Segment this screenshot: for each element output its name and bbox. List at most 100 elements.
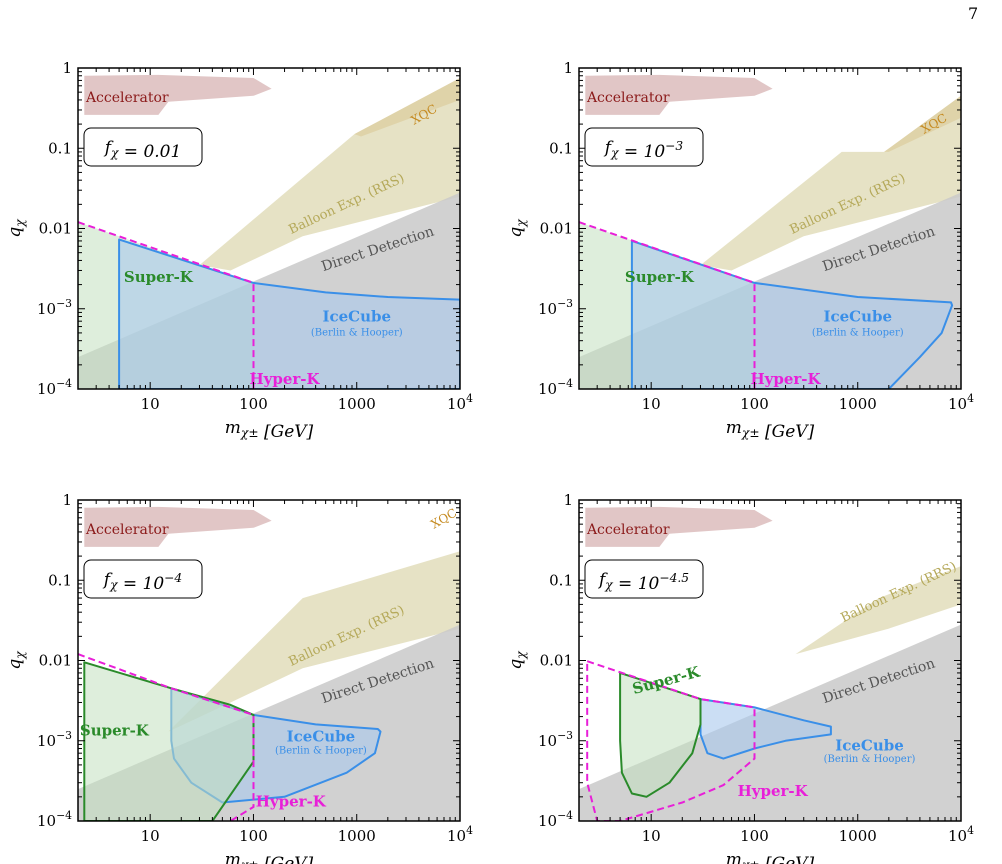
- x-tick-label: 100: [740, 395, 769, 413]
- x-tick-label: 10: [141, 827, 160, 845]
- y-tick-label: 0.01: [540, 220, 573, 238]
- x-axis-label: mχ± [GeV]: [225, 850, 314, 864]
- y-tick-label: 10−3: [538, 297, 573, 318]
- y-tick-label: 10−4: [538, 809, 573, 830]
- x-tick-label: 10: [642, 395, 661, 413]
- region-accelerator: [84, 506, 272, 547]
- x-tick-label: 100: [740, 827, 769, 845]
- fraction-label: fχ = 10−3: [603, 138, 684, 162]
- region-label: Hyper-K: [750, 370, 821, 388]
- x-tick-label: 10: [141, 395, 160, 413]
- region-balloon-exp-rrs: [199, 78, 460, 271]
- region-icecube: [699, 698, 832, 760]
- y-tick-label: 1: [62, 491, 72, 509]
- x-tick-label: 104: [948, 392, 974, 413]
- region-icecube: [630, 239, 954, 389]
- region-balloon-exp-rrs: [700, 95, 961, 271]
- fraction-label: fχ = 0.01: [103, 138, 182, 162]
- region-accelerator: [585, 506, 773, 547]
- region-label: Hyper-K: [738, 782, 809, 800]
- x-tick-label: 100: [239, 395, 268, 413]
- y-tick-label: 10−4: [37, 809, 72, 830]
- fraction-label-frame: [83, 127, 203, 167]
- y-tick-label: 10−3: [37, 297, 72, 318]
- x-tick-label: 1000: [839, 827, 877, 845]
- y-tick-label: 1: [62, 59, 72, 77]
- region-balloon-exp-rrs: [795, 566, 961, 655]
- region-label: (Berlin & Hooper): [311, 327, 403, 338]
- x-tick-label: 1000: [338, 395, 376, 413]
- y-tick-label: 0.01: [39, 220, 72, 238]
- region-super-k: [83, 661, 255, 821]
- y-tick-label: 0.1: [48, 571, 72, 589]
- region-icecube: [118, 238, 460, 389]
- y-axis-label: qχ: [5, 218, 27, 238]
- y-tick-label: 0.01: [39, 652, 72, 670]
- y-tick-label: 0.01: [540, 652, 573, 670]
- region-label: Hyper-K: [249, 370, 320, 388]
- y-tick-label: 10−3: [37, 729, 72, 750]
- region-label: Accelerator: [586, 522, 670, 538]
- fraction-label-box: fχ = 0.01: [83, 127, 203, 167]
- y-tick-label: 0.1: [48, 139, 72, 157]
- region-label: IceCube: [287, 727, 356, 745]
- region-accelerator: [585, 74, 773, 115]
- fraction-label-frame: [584, 559, 704, 599]
- region-balloon-exp-rrs: [168, 551, 460, 732]
- x-tick-label: 1000: [338, 827, 376, 845]
- fraction-label-frame: [83, 559, 203, 599]
- region-label: Super-K: [625, 268, 695, 286]
- chart-panel-fchi-1e-4.5: Accelerator Balloon Exp. (RRS) Direct Dete…: [501, 432, 1002, 864]
- region-hyper-k-boundary: [579, 221, 756, 389]
- fraction-label-box: fχ = 10−4.5: [584, 559, 704, 599]
- y-tick-label: 0.1: [549, 139, 573, 157]
- region-label: Super-K: [124, 268, 194, 286]
- y-axis-label: qχ: [506, 218, 528, 238]
- page-number: 7: [968, 4, 979, 23]
- x-axis-label: mχ± [GeV]: [726, 418, 815, 442]
- fraction-label-box: fχ = 10−4: [83, 559, 203, 599]
- region-label: Hyper-K: [256, 793, 327, 811]
- chart-panel-fchi-1e-4: Accelerator XQC Balloon Exp. (RRS) Direct D…: [0, 432, 501, 864]
- region-label: (Berlin & Hooper): [275, 745, 367, 756]
- region-hyper-k-boundary: [78, 653, 255, 821]
- region-accelerator: [84, 74, 272, 115]
- x-tick-label: 104: [447, 392, 473, 413]
- region-label: (Berlin & Hooper): [812, 327, 904, 338]
- region-label: Accelerator: [586, 90, 670, 106]
- fraction-label: fχ = 10−4: [102, 570, 182, 594]
- region-hyper-k-boundary: [586, 660, 756, 821]
- x-axis-label: mχ± [GeV]: [225, 418, 314, 442]
- x-tick-label: 10: [642, 827, 661, 845]
- y-tick-label: 1: [563, 59, 573, 77]
- y-tick-label: 10−4: [37, 377, 72, 398]
- x-tick-label: 104: [948, 824, 974, 845]
- y-axis-label: qχ: [5, 650, 27, 670]
- region-hyper-k-boundary: [78, 221, 255, 389]
- x-tick-label: 100: [239, 827, 268, 845]
- y-tick-label: 0.1: [549, 571, 573, 589]
- region-label: (Berlin & Hooper): [824, 754, 916, 765]
- fraction-label: fχ = 10−4.5: [597, 570, 689, 594]
- region-label: IceCube: [823, 307, 892, 325]
- fraction-label-box: fχ = 10−3: [584, 127, 704, 167]
- region-super-k: [619, 671, 702, 798]
- fraction-label-frame: [584, 127, 704, 167]
- region-label: Accelerator: [85, 522, 169, 538]
- region-label: Accelerator: [85, 90, 169, 106]
- y-axis-label: qχ: [506, 650, 528, 670]
- region-label: Super-K: [80, 722, 150, 740]
- y-tick-label: 10−3: [538, 729, 573, 750]
- x-axis-label: mχ± [GeV]: [726, 850, 815, 864]
- chart-panel-fchi-0.01: Accelerator XQC Balloon Exp. (RRS) Direct D…: [0, 0, 501, 442]
- region-label: XQC: [428, 506, 459, 532]
- chart-panel-fchi-1e-3: Accelerator XQC Balloon Exp. (RRS) Direct D…: [501, 0, 1002, 442]
- x-tick-label: 104: [447, 824, 473, 845]
